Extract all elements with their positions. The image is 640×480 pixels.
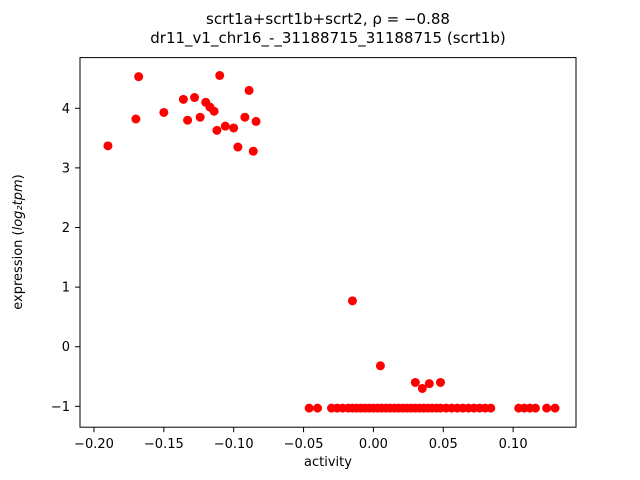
scatter-point	[209, 106, 219, 116]
y-tick-label: 3	[62, 161, 70, 176]
scatter-point	[530, 403, 540, 413]
x-tick-label: −0.05	[284, 437, 324, 452]
scatter-point	[542, 403, 552, 413]
plot-frame	[79, 57, 577, 428]
scatter-point	[233, 142, 243, 152]
x-tick-label: 0.10	[499, 437, 528, 452]
scatter-point	[134, 72, 144, 82]
scatter-point	[375, 361, 385, 371]
scatter-point	[240, 112, 250, 122]
y-tick-label: 1	[62, 281, 70, 296]
scatter-point	[195, 112, 205, 122]
y-axis-label: expression (log₂tpm)	[11, 174, 26, 309]
scatter-point	[347, 296, 357, 306]
x-axis-ticks: −0.20 −0.15 −0.10 −0.05 0.00 0.05 0.10	[74, 427, 528, 452]
scatter-point	[417, 383, 427, 393]
scatter-point	[424, 379, 434, 389]
y-tick-label: 2	[62, 221, 70, 236]
scatter-point	[131, 114, 141, 124]
chart-title: scrt1a+scrt1b+scrt2, ρ = −0.88	[206, 10, 450, 28]
x-axis-label: activity	[304, 455, 352, 470]
data-points	[103, 70, 560, 413]
y-tick-label: 0	[62, 340, 70, 355]
scatter-point	[410, 377, 420, 387]
y-axis-label-math: log₂tpm	[11, 179, 26, 230]
x-tick-label: −0.20	[74, 437, 114, 452]
x-tick-label: −0.15	[144, 437, 184, 452]
scatter-point	[190, 93, 200, 103]
scatter-point	[103, 141, 113, 151]
scatter-point	[313, 403, 323, 413]
scatter-point	[220, 121, 230, 131]
scatter-point	[159, 107, 169, 117]
scatter-point	[229, 123, 239, 133]
scatter-point	[215, 70, 225, 80]
scatter-point	[550, 403, 560, 413]
x-tick-label: −0.10	[214, 437, 254, 452]
scatter-point	[178, 94, 188, 104]
chart-subtitle: dr11_v1_chr16_-_31188715_31188715 (scrt1…	[150, 29, 505, 48]
y-tick-label: 4	[62, 102, 70, 117]
scatter-point	[183, 115, 193, 125]
y-axis-label-suffix: )	[11, 174, 26, 179]
y-tick-label: −1	[51, 400, 70, 415]
x-tick-label: 0.05	[429, 437, 458, 452]
scatter-point	[304, 403, 314, 413]
scatter-point	[486, 403, 496, 413]
scatter-point	[248, 146, 258, 156]
scatter-point	[435, 377, 445, 387]
y-axis-label-prefix: expression (	[11, 230, 26, 309]
x-tick-label: 0.00	[359, 437, 388, 452]
scatter-point	[251, 116, 261, 126]
scatter-point	[212, 125, 222, 135]
y-axis-ticks: −1 0 1 2 3 4	[51, 102, 80, 415]
scatter-point	[244, 85, 254, 95]
